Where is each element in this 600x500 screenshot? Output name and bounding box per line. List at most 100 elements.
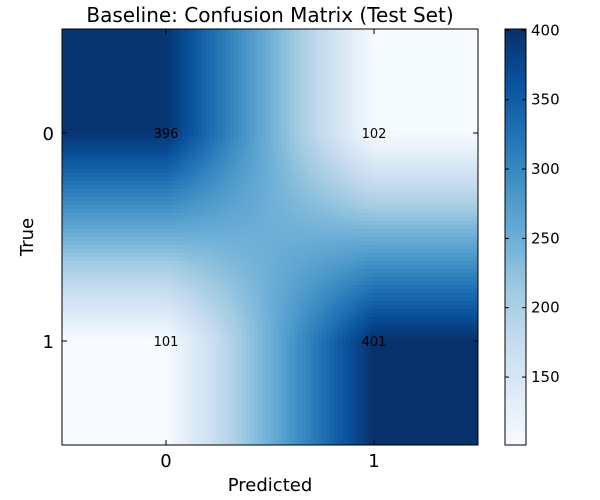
heatmap-pixel: [318, 149, 323, 154]
heatmap-pixel: [98, 153, 103, 158]
heatmap-pixel: [298, 33, 303, 38]
heatmap-pixel: [326, 149, 331, 154]
heatmap-pixel: [302, 141, 307, 146]
heatmap-pixel: [74, 157, 79, 162]
heatmap-pixel: [222, 197, 227, 202]
heatmap-pixel: [194, 121, 199, 126]
heatmap-pixel: [190, 157, 195, 162]
heatmap-pixel: [202, 133, 207, 138]
heatmap-pixel: [62, 137, 67, 142]
heatmap-pixel: [402, 213, 407, 218]
heatmap-pixel: [186, 141, 191, 146]
heatmap-pixel: [358, 85, 363, 90]
heatmap-pixel: [422, 161, 427, 166]
heatmap-pixel: [474, 37, 479, 42]
heatmap-pixel: [78, 93, 83, 98]
heatmap-pixel: [142, 65, 147, 70]
heatmap-pixel: [78, 129, 83, 134]
heatmap-pixel: [386, 93, 391, 98]
heatmap-pixel: [122, 193, 127, 198]
heatmap-pixel: [90, 49, 95, 54]
heatmap-pixel: [378, 185, 383, 190]
heatmap-pixel: [454, 73, 459, 78]
heatmap-pixel: [426, 89, 431, 94]
heatmap-pixel: [306, 105, 311, 110]
heatmap-pixel: [446, 69, 451, 74]
heatmap-pixel: [78, 113, 83, 118]
heatmap-pixel: [78, 117, 83, 122]
heatmap-pixel: [450, 129, 455, 134]
heatmap-pixel: [186, 137, 191, 142]
heatmap-pixel: [382, 93, 387, 98]
heatmap-pixel: [342, 161, 347, 166]
heatmap-pixel: [330, 109, 335, 114]
heatmap-pixel: [66, 145, 71, 150]
heatmap-pixel: [178, 185, 183, 190]
heatmap-pixel: [302, 169, 307, 174]
heatmap-pixel: [326, 161, 331, 166]
heatmap-pixel: [198, 129, 203, 134]
heatmap-pixel: [362, 197, 367, 202]
heatmap-pixel: [418, 93, 423, 98]
heatmap-pixel: [94, 193, 99, 198]
heatmap-pixel: [226, 65, 231, 70]
heatmap-pixel: [150, 185, 155, 190]
heatmap-pixel: [474, 29, 479, 34]
heatmap-pixel: [94, 73, 99, 78]
heatmap-pixel: [162, 85, 167, 90]
heatmap-pixel: [142, 45, 147, 50]
heatmap-pixel: [390, 181, 395, 186]
heatmap-pixel: [466, 61, 471, 66]
heatmap-pixel: [330, 33, 335, 38]
heatmap-pixel: [126, 165, 131, 170]
heatmap-pixel: [466, 177, 471, 182]
heatmap-pixel: [194, 133, 199, 138]
heatmap-pixel: [118, 157, 123, 162]
heatmap-pixel: [430, 169, 435, 174]
heatmap-pixel: [286, 113, 291, 118]
heatmap-pixel: [322, 61, 327, 66]
heatmap-pixel: [70, 145, 75, 150]
heatmap-pixel: [102, 65, 107, 70]
heatmap-pixel: [166, 189, 171, 194]
heatmap-pixel: [462, 149, 467, 154]
heatmap-pixel: [138, 117, 143, 122]
heatmap-pixel: [102, 133, 107, 138]
heatmap-pixel: [186, 29, 191, 34]
heatmap-pixel: [466, 165, 471, 170]
heatmap-pixel: [66, 49, 71, 54]
heatmap-pixel: [306, 45, 311, 50]
heatmap-pixel: [70, 81, 75, 86]
heatmap-pixel: [234, 105, 239, 110]
heatmap-pixel: [274, 205, 279, 210]
heatmap-pixel: [266, 177, 271, 182]
heatmap-pixel: [90, 73, 95, 78]
heatmap-pixel: [86, 169, 91, 174]
heatmap-pixel: [302, 77, 307, 82]
heatmap-pixel: [110, 85, 115, 90]
heatmap-pixel: [282, 77, 287, 82]
heatmap-pixel: [178, 85, 183, 90]
heatmap-pixel: [414, 69, 419, 74]
heatmap-pixel: [358, 29, 363, 34]
heatmap-pixel: [442, 177, 447, 182]
heatmap-pixel: [66, 165, 71, 170]
heatmap-pixel: [378, 85, 383, 90]
heatmap-pixel: [306, 181, 311, 186]
heatmap-pixel: [362, 181, 367, 186]
heatmap-pixel: [250, 185, 255, 190]
heatmap-pixel: [426, 209, 431, 214]
heatmap-pixel: [138, 37, 143, 42]
heatmap-pixel: [294, 169, 299, 174]
heatmap-pixel: [130, 41, 135, 46]
heatmap-pixel: [82, 41, 87, 46]
heatmap-pixel: [266, 89, 271, 94]
heatmap-pixel: [210, 101, 215, 106]
heatmap-pixel: [414, 125, 419, 130]
heatmap-pixel: [326, 77, 331, 82]
heatmap-pixel: [102, 149, 107, 154]
heatmap-pixel: [234, 209, 239, 214]
heatmap-pixel: [390, 89, 395, 94]
heatmap-pixel: [430, 61, 435, 66]
heatmap-pixel: [250, 201, 255, 206]
